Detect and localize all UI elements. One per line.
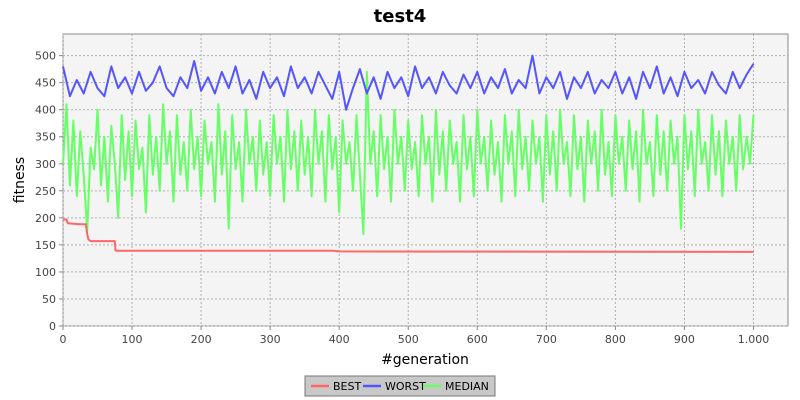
y-tick-label: 450 [35,77,56,90]
x-tick-label: 700 [536,333,557,346]
x-tick-label: 100 [122,333,143,346]
y-tick-label: 50 [42,293,56,306]
legend: BEST WORST MEDIAN [304,375,496,397]
y-tick-label: 100 [35,266,56,279]
y-axis-label: fitness [12,157,28,203]
series-line-median [62,70,755,236]
y-tick-label: 150 [35,239,56,252]
x-tick-label: 200 [191,333,212,346]
y-tick-label: 0 [49,320,56,333]
legend-label-best: BEST [333,380,361,393]
chart-title: test4 [374,6,427,27]
series-lines [62,54,755,253]
x-tick-label: 400 [329,333,350,346]
legend-label-median: MEDIAN [445,380,489,393]
series-line-best [63,218,754,253]
grid-lines [62,34,788,327]
x-tick-label: 800 [605,333,626,346]
y-tick-label: 200 [35,212,56,225]
y-tick-label: 300 [35,158,56,171]
x-axis-label: #generation [381,352,469,368]
y-tick-label: 500 [35,50,56,63]
y-tick-label: 250 [35,185,56,198]
x-tick-label: 500 [398,333,419,346]
x-tick-label: 600 [467,333,488,346]
series-line-worst [62,54,755,111]
legend-box [304,375,496,397]
y-tick-label: 350 [35,131,56,144]
x-tick-label: 300 [260,333,281,346]
x-tick-label: 900 [674,333,695,346]
x-tick-label: 0 [60,333,67,346]
legend-label-worst: WORST [385,380,426,393]
x-tick-label: 1.000 [738,333,770,346]
axes: 0 100 200 300 400 500 600 700 800 900 1.000 0 50 100 1… [35,50,769,346]
y-tick-label: 400 [35,104,56,117]
